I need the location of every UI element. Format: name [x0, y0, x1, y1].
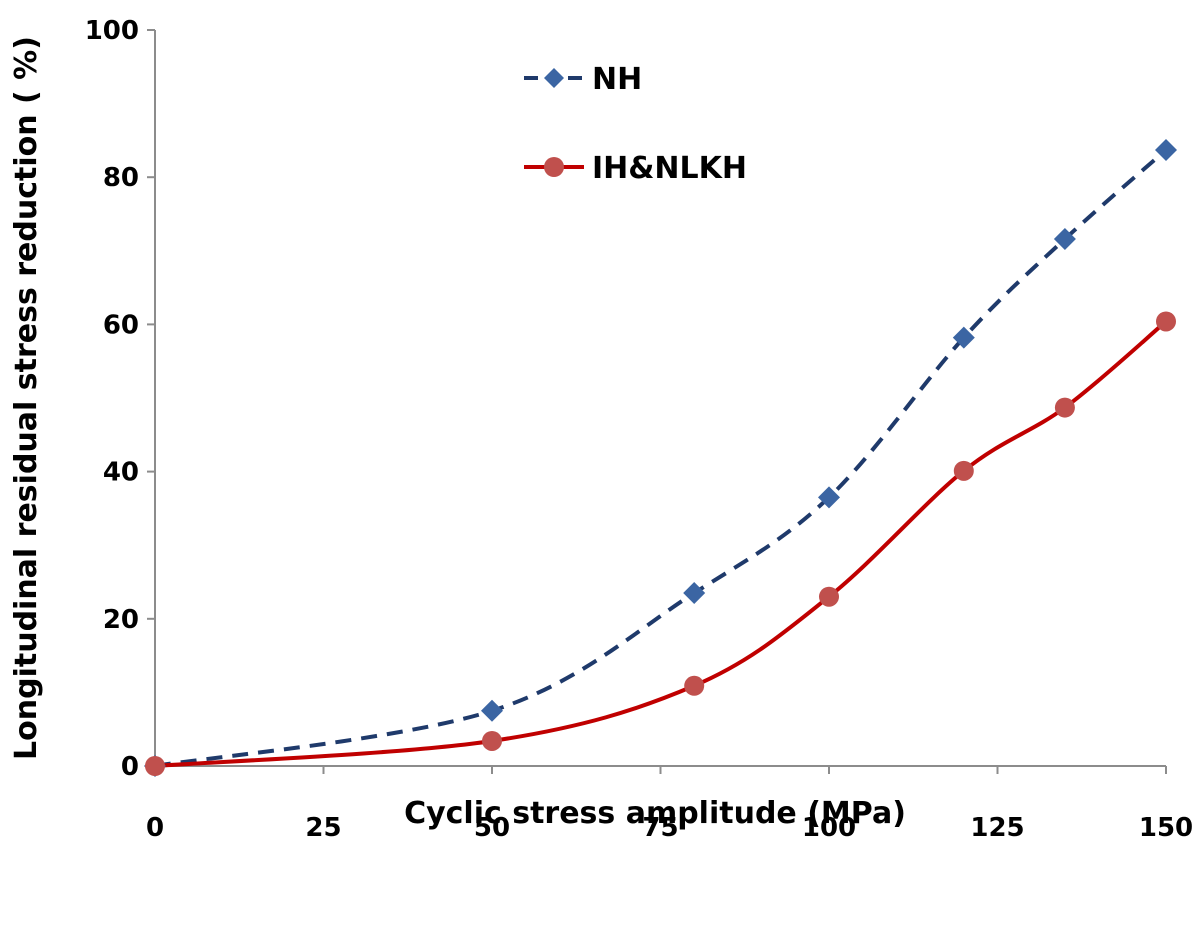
y-tick-label: 80	[103, 163, 139, 193]
x-tick-label: 100	[802, 813, 856, 843]
y-tick-label: 40	[103, 458, 139, 488]
series-line-ih-nlkh	[154, 319, 1168, 768]
data-point-ih-nlkh	[684, 675, 705, 696]
data-point-ih-nlkh	[1054, 397, 1075, 418]
legend: NH IH&NLKH	[524, 62, 747, 186]
x-tick-label: 50	[474, 813, 510, 843]
data-point-ih-nlkh	[953, 460, 974, 481]
legend-marker-ih-nlkh	[544, 157, 564, 177]
data-point-nh	[481, 699, 503, 722]
legend-label-ih-nlkh: IH&NLKH	[592, 151, 747, 186]
series	[144, 138, 1177, 777]
data-point-ih-nlkh	[482, 730, 502, 751]
y-tick-label: 20	[103, 605, 139, 635]
legend-item-nh: NH	[524, 62, 642, 97]
data-point-ih-nlkh	[819, 586, 839, 607]
data-point-nh	[683, 582, 706, 605]
data-point-nh	[818, 486, 840, 509]
data-point-nh	[1155, 138, 1177, 161]
x-tick-label: 150	[1139, 813, 1193, 843]
x-tick-label: 25	[305, 813, 341, 843]
data-point-nh	[952, 326, 975, 349]
axes	[154, 30, 1166, 767]
legend-marker-nh	[544, 68, 564, 88]
x-tick-label: 0	[146, 813, 164, 843]
series-line-nh	[154, 148, 1168, 768]
x-tick-label: 75	[642, 813, 678, 843]
y-tick-label: 100	[85, 16, 139, 46]
y-tick-label: 0	[121, 752, 139, 782]
data-point-ih-nlkh	[145, 756, 165, 776]
data-point-nh	[1053, 228, 1076, 251]
legend-label-nh: NH	[592, 62, 642, 97]
x-axis-title: Cyclic stress amplitude (MPa)	[404, 796, 906, 831]
x-tick-label: 125	[970, 813, 1024, 843]
y-axis-title: Longitudinal residual stress reduction (…	[9, 36, 44, 760]
data-point-ih-nlkh	[1156, 311, 1176, 332]
y-tick-label: 60	[103, 310, 139, 340]
legend-item-ih-nlkh: IH&NLKH	[524, 151, 747, 186]
ticks: 0 25 50 75 100 125 150 0 20 40 60 80 100	[85, 16, 1193, 843]
